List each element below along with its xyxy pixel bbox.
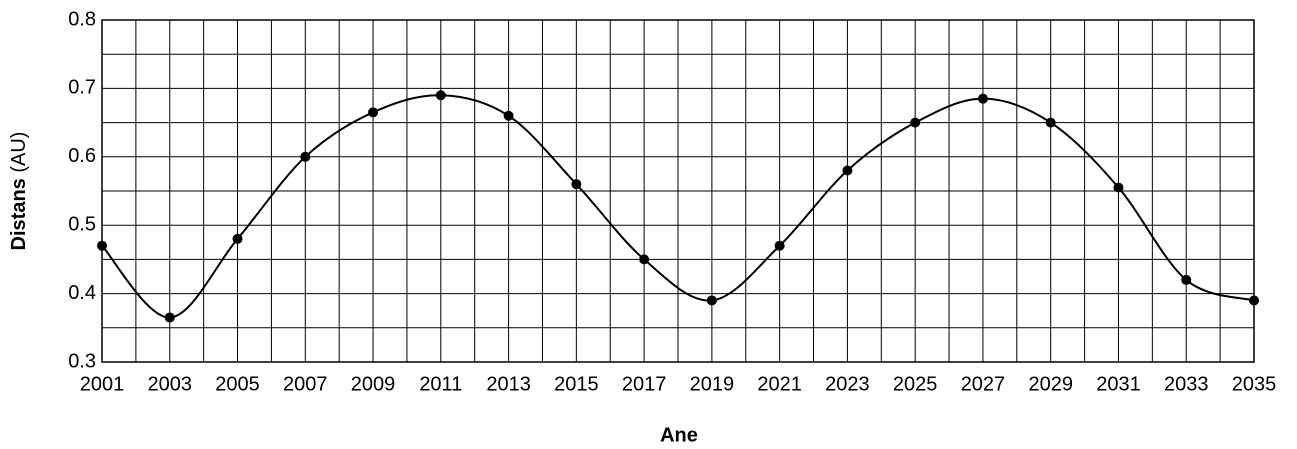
point — [910, 117, 921, 128]
y-tick-label: 0.7 — [68, 77, 96, 99]
x-tick-label: 2029 — [1028, 373, 1073, 395]
x-tick-label: 2021 — [757, 373, 802, 395]
point — [774, 240, 785, 251]
point — [368, 107, 379, 118]
x-tick-label: 2025 — [893, 373, 938, 395]
x-tick-label: 2023 — [825, 373, 870, 395]
x-tick-label: 2015 — [554, 373, 599, 395]
plot-frame — [101, 19, 1255, 363]
point — [503, 110, 514, 121]
point — [842, 165, 853, 176]
point — [232, 233, 243, 244]
x-tick-label: 2009 — [351, 373, 396, 395]
point — [1249, 295, 1259, 306]
point — [1113, 182, 1124, 193]
y-tick-label: 0.8 — [68, 8, 96, 30]
point — [1181, 274, 1192, 285]
y-tick-label: 0.3 — [68, 350, 96, 372]
x-tick-label: 2017 — [622, 373, 667, 395]
point — [300, 151, 311, 162]
point — [435, 90, 446, 101]
point — [164, 312, 175, 323]
y-tick-label: 0.5 — [68, 213, 96, 235]
x-tick-label: 2001 — [80, 373, 125, 395]
x-tick-label: 2003 — [148, 373, 193, 395]
line — [101, 94, 1255, 319]
y-axis-label-unit: (AU) — [8, 132, 30, 173]
point — [571, 179, 582, 190]
point — [1045, 117, 1056, 128]
x-tick-label: 2027 — [961, 373, 1006, 395]
x-tick-label: 2007 — [283, 373, 328, 395]
point — [639, 254, 650, 265]
x-tick-label: 2031 — [1096, 373, 1141, 395]
x-tick-label: 2035 — [1232, 373, 1277, 395]
x-axis-label: Ane — [660, 424, 698, 446]
x-tick-label: 2019 — [690, 373, 735, 395]
x-tick-label: 2013 — [486, 373, 531, 395]
x-tick-label: 2033 — [1164, 373, 1209, 395]
y-tick-label: 0.4 — [68, 282, 96, 304]
point — [706, 295, 717, 306]
y-axis-label-bold: Distans — [8, 178, 30, 250]
point — [977, 93, 988, 104]
y-axis-label: Distans (AU) — [8, 132, 30, 251]
y-tick-label: 0.6 — [68, 145, 96, 167]
x-tick-label: 2005 — [215, 373, 260, 395]
x-tick-label: 2011 — [419, 373, 462, 395]
point — [97, 240, 107, 251]
